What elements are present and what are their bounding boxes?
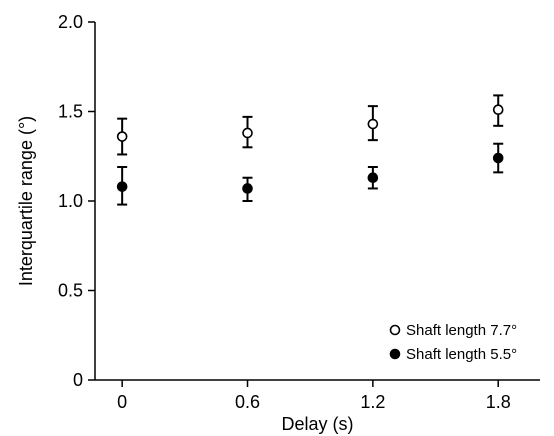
x-tick-label: 0.6 (235, 392, 260, 412)
data-point-filled (116, 181, 128, 192)
data-point-open (492, 104, 504, 116)
y-axis-ticks: 0 0.5 1.0 1.5 2.0 (58, 12, 95, 390)
legend: Shaft length 7.7° Shaft length 5.5° (389, 322, 517, 363)
data-point-filled (492, 152, 504, 164)
y-tick-label: 0 (73, 370, 83, 390)
y-axis-title: Interquartile range (°) (16, 116, 36, 286)
data-marks (116, 94, 504, 206)
data-point-filled (367, 172, 379, 184)
series-filled (116, 142, 504, 206)
data-point-open (116, 131, 128, 142)
series-open (116, 94, 504, 156)
x-tick-label: 1.8 (486, 392, 511, 412)
legend-label: Shaft length 7.7° (406, 322, 517, 339)
y-tick-label: 1.5 (58, 102, 83, 122)
data-point-filled (242, 183, 253, 194)
x-axis-ticks: 0 0.6 1.2 1.8 (117, 380, 511, 412)
data-point-open (242, 127, 253, 139)
x-axis-title: Delay (s) (281, 414, 353, 434)
x-tick-label: 0 (117, 392, 127, 412)
y-tick-label: 2.0 (58, 12, 83, 32)
legend-marker (389, 324, 401, 336)
data-point-open (367, 118, 379, 130)
x-tick-label: 1.2 (360, 392, 385, 412)
y-tick-label: 0.5 (58, 281, 83, 301)
y-tick-label: 1.0 (58, 191, 83, 211)
legend-marker (389, 348, 401, 360)
legend-label: Shaft length 5.5° (406, 346, 517, 363)
